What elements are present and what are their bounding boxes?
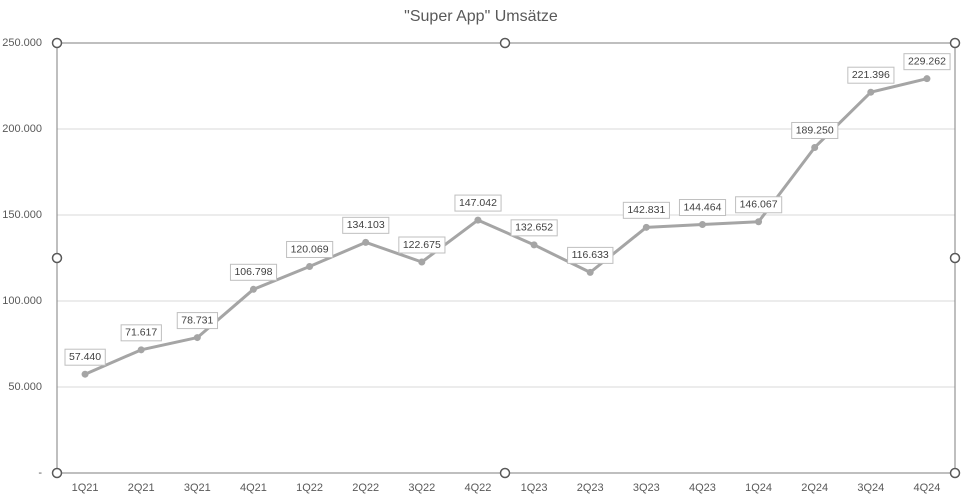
data-label-text: 116.633	[572, 249, 609, 261]
handle[interactable]	[499, 37, 511, 49]
data-label: 71.617	[120, 324, 162, 342]
data-label-text: 146.067	[740, 199, 778, 211]
data-label-text: 134.103	[347, 219, 385, 231]
x-tick-label: 4Q23	[689, 482, 716, 494]
x-tick-label: 2Q23	[577, 482, 604, 494]
data-label-text: 122.675	[403, 239, 441, 251]
handle[interactable]	[949, 252, 961, 264]
x-tick-label: 2Q24	[801, 482, 828, 494]
data-label-box	[64, 348, 106, 366]
x-tick-label: 3Q23	[633, 482, 660, 494]
y-tick-label: 100.000	[2, 295, 42, 307]
data-label-text: 189.250	[796, 124, 834, 136]
data-label: 229.262	[903, 53, 951, 71]
data-point	[249, 285, 257, 293]
data-point	[81, 370, 89, 378]
data-label-box	[120, 324, 162, 342]
data-label: 120.069	[286, 240, 334, 258]
data-label-text: 106.798	[234, 266, 272, 278]
x-tick-label: 2Q21	[128, 482, 155, 494]
data-label-box	[342, 216, 390, 234]
data-label-text: 221.396	[852, 69, 890, 81]
data-label-text: 229.262	[908, 55, 946, 67]
data-point	[642, 223, 650, 231]
y-tick-label: 250.000	[2, 37, 42, 49]
handle[interactable]	[949, 37, 961, 49]
data-label-box	[454, 194, 502, 212]
x-tick-label: 1Q21	[72, 482, 99, 494]
data-label-text: 71.617	[125, 327, 157, 339]
x-tick-label: 1Q23	[521, 482, 548, 494]
data-label: 106.798	[229, 263, 278, 281]
chart-title: "Super App" Umsätze	[404, 8, 558, 25]
data-point	[362, 238, 370, 246]
handle[interactable]	[499, 467, 511, 479]
data-label-box	[286, 240, 334, 258]
data-label: 146.067	[735, 196, 783, 214]
data-label-text: 144.464	[683, 201, 721, 213]
data-point	[811, 143, 819, 151]
data-label: 147.042	[454, 194, 502, 212]
data-label-box	[678, 199, 727, 217]
data-label: 132.652	[510, 219, 558, 237]
data-label-box	[735, 196, 783, 214]
data-label-box	[567, 246, 614, 264]
data-label-box	[229, 263, 278, 281]
x-tick-label: 1Q24	[745, 482, 772, 494]
data-point	[530, 241, 538, 249]
handle[interactable]	[51, 252, 63, 264]
y-tick-label: 200.000	[2, 123, 42, 135]
data-label: 221.396	[847, 66, 895, 84]
x-tick-label: 4Q24	[913, 482, 940, 494]
x-tick-label: 4Q21	[240, 482, 267, 494]
data-label-text: 57.440	[69, 351, 101, 363]
x-tick-label: 3Q24	[857, 482, 884, 494]
handle[interactable]	[51, 467, 63, 479]
data-label: 57.440	[64, 348, 106, 366]
handle[interactable]	[51, 37, 63, 49]
data-label-text: 147.042	[459, 197, 497, 209]
data-label-box	[398, 236, 446, 254]
data-label-text: 142.831	[627, 204, 665, 216]
data-point	[698, 221, 706, 229]
x-tick-label: 4Q22	[464, 482, 491, 494]
data-label-box	[176, 312, 219, 330]
x-tick-label: 3Q22	[408, 482, 435, 494]
selection-handles	[51, 37, 961, 479]
data-label-text: 78.731	[181, 314, 213, 326]
data-point	[306, 262, 314, 270]
data-label-box	[847, 66, 895, 84]
data-point	[137, 346, 145, 354]
data-point	[867, 88, 875, 96]
data-label-text: 120.069	[291, 243, 329, 255]
data-point	[755, 218, 763, 226]
data-label: 189.250	[791, 121, 839, 139]
data-label-box	[622, 201, 670, 219]
data-label-box	[903, 53, 951, 71]
data-label-box	[510, 219, 558, 237]
x-tick-label: 3Q21	[184, 482, 211, 494]
data-label: 116.633	[567, 246, 614, 264]
y-tick-label: -	[38, 467, 42, 479]
data-point	[586, 268, 594, 276]
x-tick-label: 2Q22	[352, 482, 379, 494]
handle[interactable]	[949, 467, 961, 479]
x-tick-label: 1Q22	[296, 482, 323, 494]
data-label-box	[791, 121, 839, 139]
data-point	[474, 216, 482, 224]
data-point	[193, 334, 201, 342]
data-label-text: 132.652	[515, 222, 553, 234]
data-label: 122.675	[398, 236, 446, 254]
data-label: 78.731	[176, 312, 219, 330]
data-point	[923, 75, 931, 83]
data-label: 142.831	[622, 201, 670, 219]
data-point	[418, 258, 426, 266]
y-tick-label: 150.000	[2, 209, 42, 221]
data-label: 144.464	[678, 199, 727, 217]
data-label: 134.103	[342, 216, 390, 234]
data-line	[84, 77, 928, 376]
y-tick-label: 50.000	[8, 381, 42, 393]
